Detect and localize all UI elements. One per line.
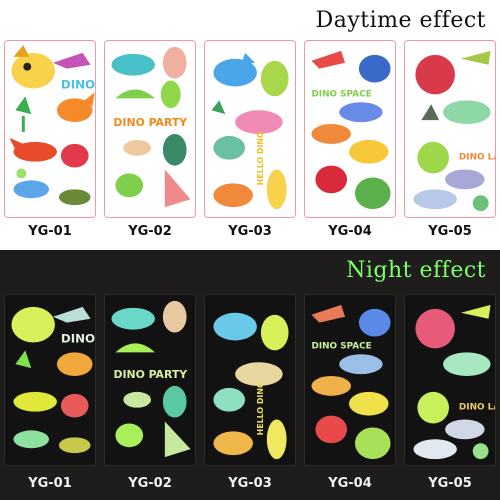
glowing-dinosaur-illustrations: DINO [11,306,95,454]
code-label: YG-05 [428,224,472,239]
sticker-sheet-yg-05-day: DINO LAND [404,40,496,218]
sticker-text: HELLO DINO [256,131,265,185]
sticker-text: DINO [61,331,95,345]
night-panel: Night effect DINO YG-01 DINO PARTY YG-02 [0,250,500,500]
code-label: YG-04 [328,224,372,239]
sticker-text: DINO LAND [459,403,496,413]
code-label: YG-03 [228,224,272,239]
code-label: YG-05 [428,476,472,491]
sticker-text: DINO PARTY [113,368,187,381]
sticker-text: DINO SPACE [311,89,371,99]
sticker-sheet-yg-02-day: DINO PARTY [104,40,196,218]
glowing-dinosaur-illustrations: DINO SPACE [311,304,391,460]
glowing-dinosaur-illustrations: DINO LAND [413,304,496,460]
dinosaur-illustrations: DINO [9,44,95,206]
code-label: YG-03 [228,476,272,491]
sticker-sheet-yg-01-day: DINO [4,40,96,218]
sticker-sheet-yg-04-night: DINO SPACE [304,294,396,466]
sticker-text: DINO PARTY [113,116,187,129]
glowing-dinosaur-illustrations: HELLO DINO [213,312,289,460]
sticker-sheet-yg-02-night: DINO PARTY [104,294,196,466]
daytime-panel: Daytime effect DINO YG-01 DINO PARTY [4,8,496,239]
sticker-sheet-yg-03-day: HELLO DINO [204,40,296,218]
sticker-sheet-yg-04-day: DINO SPACE [304,40,396,218]
code-label: YG-04 [328,476,372,491]
sticker-text: DINO SPACE [311,341,371,351]
code-label: YG-01 [28,476,72,491]
dinosaur-illustrations: DINO SPACE [311,50,391,210]
dinosaur-illustrations: DINO PARTY [111,46,191,208]
code-label: YG-02 [128,476,172,491]
sticker-sheet-yg-03-night: HELLO DINO [204,294,296,466]
sticker-text: DINO [61,77,95,91]
sticker-text: DINO LAND [459,153,496,163]
sticker-sheet-yg-01-night: DINO [4,294,96,466]
code-label: YG-02 [128,224,172,239]
dinosaur-illustrations: HELLO DINO [211,52,289,210]
glowing-dinosaur-illustrations: DINO PARTY [111,300,191,458]
night-heading: Night effect [346,258,486,283]
daytime-heading: Daytime effect [315,8,486,33]
sticker-text: HELLO DINO [256,381,265,435]
dinosaur-illustrations: DINO LAND [413,50,496,212]
code-label: YG-01 [28,224,72,239]
sticker-sheet-yg-05-night: DINO LAND [404,294,496,466]
